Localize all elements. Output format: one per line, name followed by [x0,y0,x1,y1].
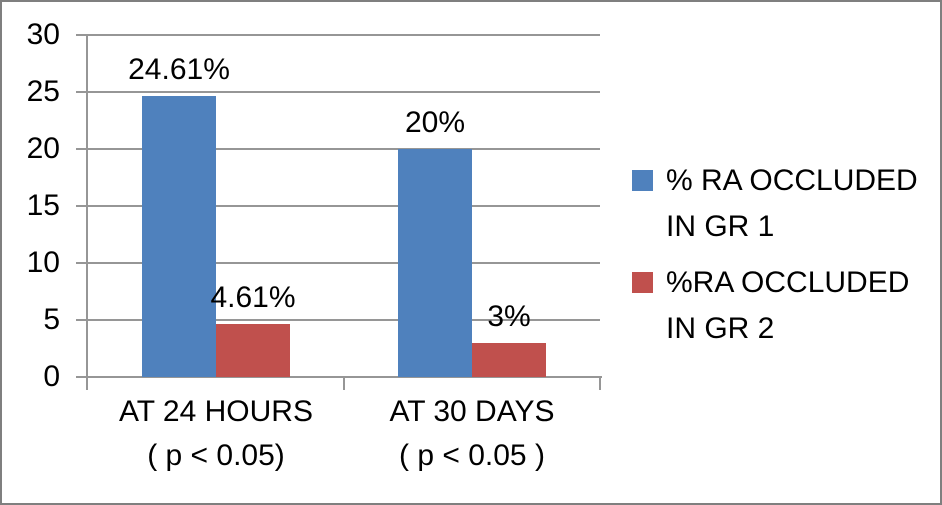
category-label-line: AT 24 HOURS [119,395,313,428]
legend-label-line: % RA OCCLUDED [666,164,918,197]
y-tick-mark [76,376,88,378]
legend-swatch-gr2 [632,272,653,293]
legend-label-line: IN GR 1 [666,210,775,243]
x-axis-line [88,376,602,378]
y-tick-mark [76,262,88,264]
y-tick-mark [76,319,88,321]
y-tick-mark [76,34,88,36]
data-label: 20% [404,106,466,139]
y-gridline [88,205,600,207]
legend-label: %RA OCCLUDED IN GR 2 [666,260,909,352]
category-label-line: AT 30 DAYS [389,395,555,428]
legend: % RA OCCLUDED IN GR 1 %RA OCCLUDED IN GR 2 [632,158,918,362]
y-gridline [88,91,600,93]
y-tick-label: 5 [43,303,60,336]
y-tick-label: 10 [26,246,60,279]
legend-label-line: IN GR 2 [666,312,775,345]
bar-gr1-cat1 [142,96,216,377]
legend-label-line: %RA OCCLUDED [666,266,910,299]
bar-gr2-cat2 [472,342,546,377]
y-gridline [88,319,600,321]
category-label: AT 24 HOURS ( p < 0.05) [88,390,344,478]
bar-gr2-cat1 [216,324,290,377]
data-label: 4.61% [210,281,296,315]
data-label: 3% [487,299,531,333]
legend-swatch-gr1 [632,170,653,191]
y-tick-label: 0 [43,360,60,393]
x-tick-mark [343,377,345,390]
y-tick-label: 30 [26,18,60,51]
x-tick-mark [599,377,601,390]
y-gridline [88,262,600,264]
legend-label: % RA OCCLUDED IN GR 1 [666,158,918,250]
y-gridline [88,34,600,36]
y-gridline [88,148,600,150]
y-tick-label: 25 [26,75,60,108]
category-label: AT 30 DAYS ( p < 0.05 ) [344,390,600,478]
y-tick-label: 15 [26,189,60,222]
legend-entry: %RA OCCLUDED IN GR 2 [632,260,918,352]
data-label: 24.61% [128,53,230,87]
y-axis-line [86,35,88,390]
y-tick-mark [76,91,88,93]
y-tick-mark [76,148,88,150]
category-label-line: ( p < 0.05) [147,439,285,472]
legend-entry: % RA OCCLUDED IN GR 1 [632,158,918,250]
y-tick-label: 20 [26,132,60,165]
category-label-line: ( p < 0.05 ) [399,439,545,472]
bar-gr1-cat2 [398,149,472,377]
y-tick-mark [76,205,88,207]
